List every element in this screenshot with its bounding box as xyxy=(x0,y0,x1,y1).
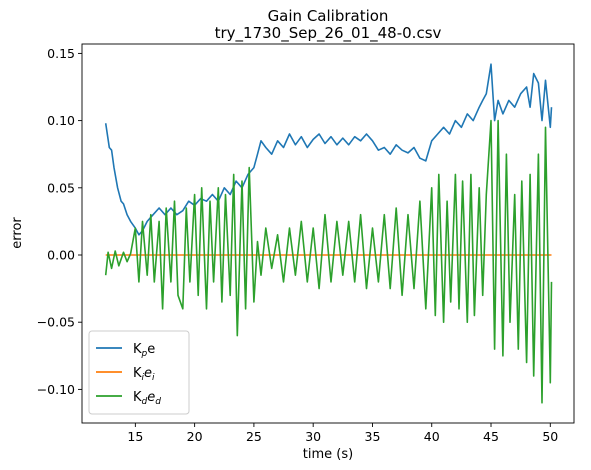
x-tick-label: 35 xyxy=(365,429,381,444)
legend-label-0: Kpe xyxy=(133,342,155,359)
x-tick-label: 40 xyxy=(424,429,440,444)
y-axis: 0.15 0.10 0.05 0.00 −0.05 −0.10 xyxy=(37,46,82,397)
x-tick-label: 20 xyxy=(187,429,203,444)
series-line-0 xyxy=(104,63,553,236)
x-tick-label: 30 xyxy=(305,429,321,444)
plot-area xyxy=(81,43,575,424)
x-tick-label: 50 xyxy=(542,429,558,444)
x-axis-label: time (s) xyxy=(303,447,353,462)
y-tick-label: 0.15 xyxy=(47,46,75,61)
series-layer xyxy=(104,63,553,404)
legend: Kpe Kiei Kded xyxy=(88,330,190,415)
chart-title: Gain Calibration xyxy=(268,7,389,25)
x-tick-label: 25 xyxy=(246,429,262,444)
legend-box xyxy=(88,330,190,415)
x-axis: 15 20 25 30 35 40 45 50 xyxy=(127,423,558,444)
y-tick-label: 0.00 xyxy=(47,248,75,263)
chart-subtitle: try_1730_Sep_26_01_48-0.csv xyxy=(215,24,442,43)
legend-label-1: Kiei xyxy=(133,366,155,383)
x-tick-label: 45 xyxy=(483,429,499,444)
y-tick-label: 0.05 xyxy=(47,180,75,195)
legend-label-2: Kded xyxy=(133,390,161,407)
x-tick-label: 15 xyxy=(127,429,143,444)
y-tick-label: 0.10 xyxy=(47,113,75,128)
y-tick-label: −0.05 xyxy=(37,315,75,330)
y-tick-label: −0.10 xyxy=(37,382,75,397)
y-axis-label: error xyxy=(10,217,25,249)
series-line-2 xyxy=(104,119,553,404)
